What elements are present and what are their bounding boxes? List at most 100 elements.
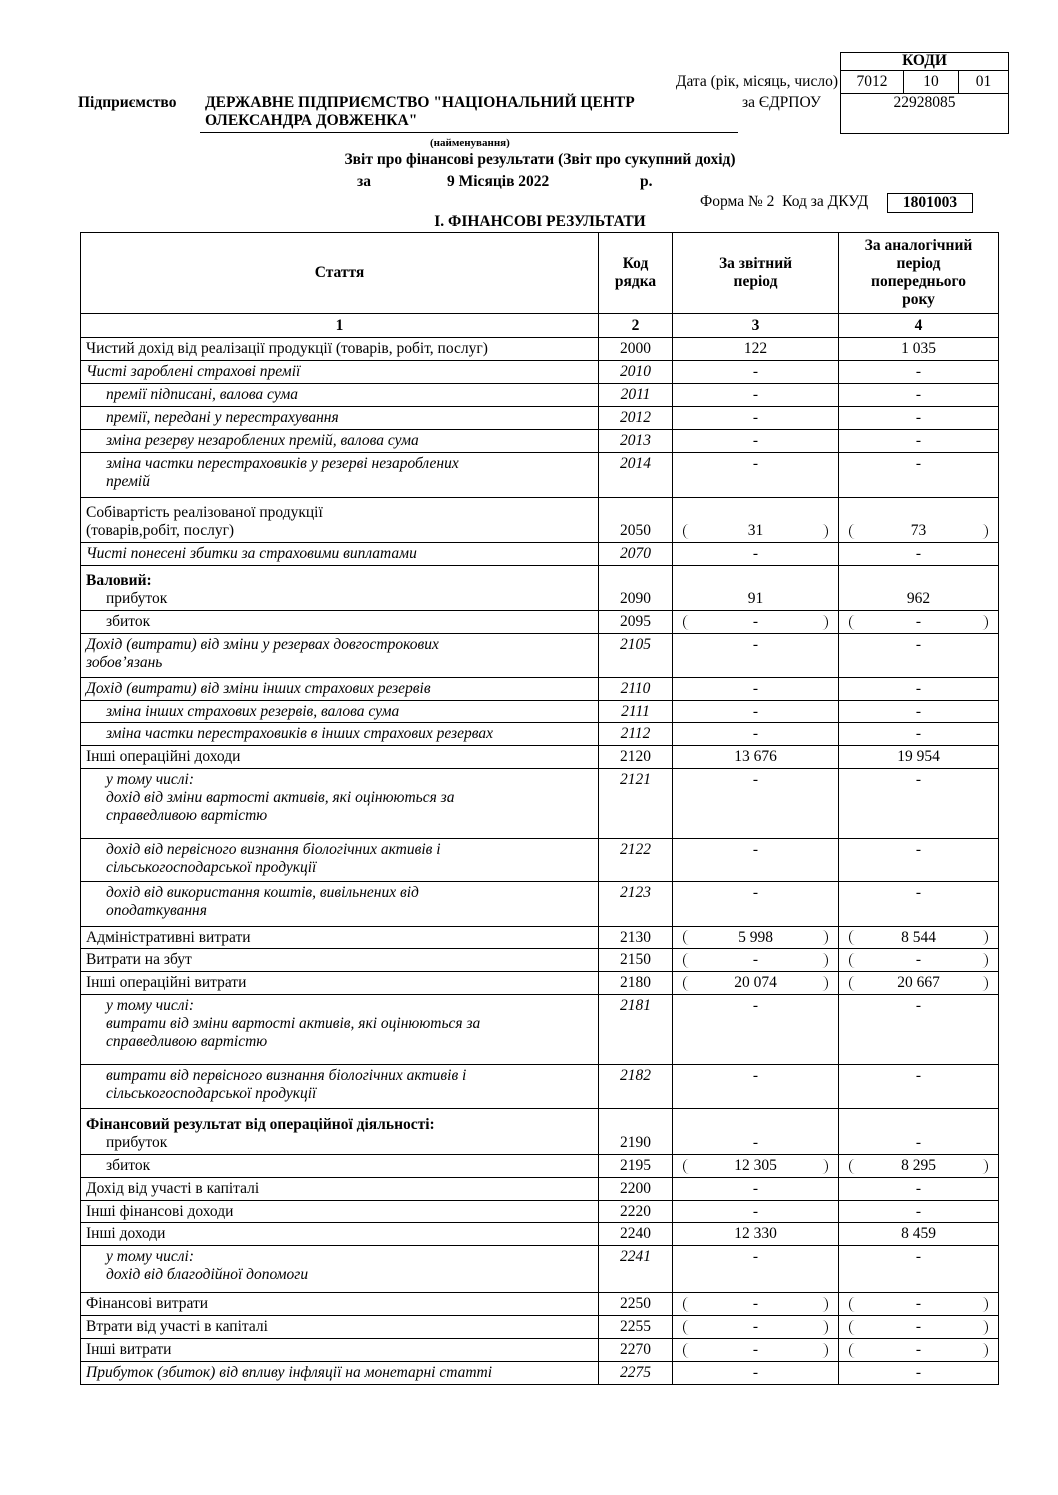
code-cell: 2112 xyxy=(598,722,673,746)
value: - xyxy=(915,997,922,1014)
value-cell: - xyxy=(838,768,999,839)
value: 31 xyxy=(747,522,764,539)
row-label: Фінансовий результат від операційної дія… xyxy=(86,1116,435,1133)
parenthesis xyxy=(821,1319,828,1335)
code-cell: 2220 xyxy=(598,1200,673,1223)
value-cell: - xyxy=(672,406,839,430)
value-cell: - xyxy=(838,994,999,1065)
value-cell: 8 459 xyxy=(838,1222,999,1246)
value-cell: - xyxy=(672,677,839,701)
value-cell: - xyxy=(672,722,839,746)
row-label: дохід від використання коштів, вивільнен… xyxy=(106,884,419,901)
value-cell: - xyxy=(672,1361,839,1385)
row-label: зміна частки перестраховиків у резерві н… xyxy=(106,455,459,472)
code-cell: 2182 xyxy=(598,1064,673,1109)
row-code: 2121 xyxy=(620,771,651,788)
row-code: 2190 xyxy=(620,1134,651,1151)
row-label-cell: премії, передані у перестрахування xyxy=(80,406,599,430)
value: 19 954 xyxy=(897,748,940,765)
value: - xyxy=(915,680,922,697)
parenthesis xyxy=(683,1319,690,1335)
row-label-cell: Інші витрати xyxy=(80,1338,599,1362)
row-label: прибуток xyxy=(106,590,168,607)
report-title: Звіт про фінансові результати (Звіт про … xyxy=(344,151,736,168)
row-label: зміна резерву незароблених премій, валов… xyxy=(106,432,419,449)
value-cell: 20 667 xyxy=(838,971,999,995)
row-label-cell: Інші фінансові доходи xyxy=(80,1200,599,1223)
value-cell: - xyxy=(672,360,839,384)
row-label: Адміністративні витрати xyxy=(86,928,251,946)
value-cell: - xyxy=(838,838,999,882)
row-label: Чисті зароблені страхові премії xyxy=(86,363,301,380)
value: - xyxy=(752,841,759,858)
row-label: Собівартість реалізованої продукції xyxy=(86,504,323,521)
value: - xyxy=(915,1134,922,1151)
row-code: 2150 xyxy=(620,951,651,968)
row-label-cell: Фінансові витрати xyxy=(80,1292,599,1316)
value-cell: - xyxy=(838,1064,999,1109)
parenthesis xyxy=(821,614,828,630)
parenthesis xyxy=(849,1158,856,1174)
value: - xyxy=(915,613,922,630)
header-cell: За звітний період xyxy=(672,232,839,314)
row-label: у тому числі: xyxy=(106,1248,195,1265)
value-cell: - xyxy=(672,633,839,678)
value-cell: 1 035 xyxy=(838,337,999,361)
row-label-cell: Валовий: прибуток xyxy=(80,565,599,611)
code-cell: 2122 xyxy=(598,838,673,882)
value: - xyxy=(915,725,922,742)
row-code: 2130 xyxy=(620,928,651,946)
row-label-cell: Адміністративні витрати xyxy=(80,926,599,949)
value-cell: - xyxy=(838,406,999,430)
code-cell: 2070 xyxy=(598,542,673,566)
row-label: у тому числі: xyxy=(106,771,195,788)
row-code: 2200 xyxy=(620,1180,651,1197)
value-cell: - xyxy=(672,948,839,972)
code-cell: 2095 xyxy=(598,610,673,634)
parenthesis xyxy=(849,952,856,968)
row-label: Чисті понесені збитки за страховими випл… xyxy=(86,545,417,562)
row-label: сільськогосподарської продукції xyxy=(106,859,317,876)
row-label-cell: зміна частки перестраховиків у резерві н… xyxy=(80,452,599,498)
value-cell: 8 544 xyxy=(838,926,999,949)
value: - xyxy=(752,951,759,968)
value-cell: - xyxy=(838,722,999,746)
row-code: 2112 xyxy=(620,725,651,742)
row-code: 2270 xyxy=(620,1341,651,1358)
code-cell xyxy=(958,70,1009,94)
period-prefix: за xyxy=(357,173,371,190)
value: - xyxy=(915,884,922,901)
row-label-cell: Дохід (витрати) від зміни інших страхови… xyxy=(80,677,599,701)
value: - xyxy=(752,771,759,788)
value: - xyxy=(752,1248,759,1265)
header-cell: Код рядка xyxy=(598,232,673,314)
code-cell: 2121 xyxy=(598,768,673,839)
value-cell: - xyxy=(838,1292,999,1316)
parenthesis xyxy=(981,952,988,968)
row-code: 2070 xyxy=(620,545,651,562)
row-label-cell: Чистий дохід від реалізації продукції (т… xyxy=(80,337,599,361)
parenthesis xyxy=(821,1158,828,1174)
row-label: Інші витрати xyxy=(86,1341,172,1358)
row-label-cell: Витрати на збут xyxy=(80,948,599,972)
value-cell: 8 295 xyxy=(838,1154,999,1178)
row-label-cell: дохід від використання коштів, вивільнен… xyxy=(80,881,599,927)
value-cell: - xyxy=(672,1200,839,1223)
code-cell: 2270 xyxy=(598,1338,673,1362)
value: - xyxy=(752,884,759,901)
value-cell: 13 676 xyxy=(672,745,839,769)
value: - xyxy=(752,1364,759,1381)
row-label-cell: дохід від первісного визнання біологічни… xyxy=(80,838,599,882)
value-cell: - xyxy=(838,881,999,927)
value: - xyxy=(915,386,922,403)
row-code: 2250 xyxy=(620,1295,651,1312)
value: 20 074 xyxy=(734,974,777,991)
row-label: оподаткування xyxy=(106,902,207,919)
dkud: 1801003 xyxy=(902,194,958,211)
row-code: 2111 xyxy=(621,702,650,720)
value: - xyxy=(915,409,922,426)
value-cell: 19 954 xyxy=(838,745,999,769)
row-label-cell: витрати від первісного визнання біологіч… xyxy=(80,1064,599,1109)
row-code: 2105 xyxy=(620,636,651,653)
